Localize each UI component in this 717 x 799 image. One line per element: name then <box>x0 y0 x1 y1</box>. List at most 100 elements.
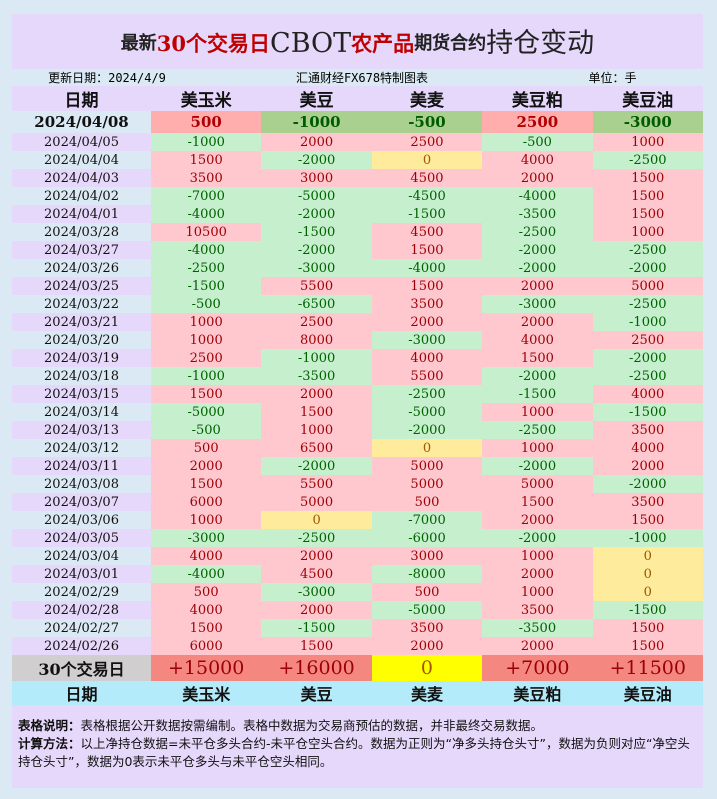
value-cell: 5000 <box>261 493 372 511</box>
value-cell: 0 <box>371 439 483 457</box>
value-cell: 5500 <box>371 367 483 385</box>
table-row: 2024/03/18 -1000 -3500 5500 -2000 -2500 <box>12 367 703 385</box>
date-cell: 2024/03/26 <box>12 259 151 277</box>
value-cell: -2000 <box>592 475 703 493</box>
value-cell: 6000 <box>151 493 262 511</box>
date-cell: 2024/03/22 <box>12 295 151 313</box>
value-cell: 2000 <box>261 547 372 565</box>
date-cell: 2024/02/26 <box>12 637 151 655</box>
source-label: 汇通财经FX678特制图表 <box>295 71 429 85</box>
value-cell: 3500 <box>592 493 703 511</box>
value-cell: 1500 <box>482 493 593 511</box>
column-header: 日期 <box>12 681 151 705</box>
value-cell: -1500 <box>151 277 262 295</box>
date-cell: 2024/04/03 <box>12 169 151 187</box>
date-cell: 2024/02/28 <box>12 601 151 619</box>
date-cell: 2024/03/25 <box>12 277 151 295</box>
title-part: 持仓变动 <box>486 28 595 59</box>
date-cell: 2024/03/05 <box>12 529 151 547</box>
value-cell: 2000 <box>261 385 372 403</box>
value-cell: -4000 <box>371 259 483 277</box>
value-cell: 1500 <box>261 403 372 421</box>
value-cell: 5000 <box>371 457 483 475</box>
value-cell: 6000 <box>151 637 262 655</box>
value-cell: -1500 <box>592 601 703 619</box>
value-cell: 2500 <box>151 349 262 367</box>
notes-section: 表格说明：表格根据公开数据按需编制。表格中数据为交易商预估的数据，并非最终交易数… <box>12 705 703 788</box>
summary-value: 0 <box>371 655 483 681</box>
value-cell: 2500 <box>261 313 372 331</box>
value-cell: -1000 <box>592 313 703 331</box>
value-cell: 1500 <box>151 385 262 403</box>
value-cell: -6500 <box>261 295 372 313</box>
value-cell: -5000 <box>261 187 372 205</box>
title-part: 最新 <box>120 33 157 54</box>
date-cell: 2024/03/04 <box>12 547 151 565</box>
value-cell: 1500 <box>592 205 703 223</box>
value-cell: -4500 <box>371 187 483 205</box>
value-cell: -3000 <box>151 529 262 547</box>
table-row: 2024/02/26 6000 1500 2000 2000 1500 <box>12 637 703 655</box>
value-cell: -5000 <box>151 403 262 421</box>
value-cell: -2000 <box>482 529 593 547</box>
table-row: 2024/03/20 1000 8000 -3000 4000 2500 <box>12 331 703 349</box>
date-cell: 2024/03/13 <box>12 421 151 439</box>
date-cell: 2024/03/28 <box>12 223 151 241</box>
summary-value: +16000 <box>261 655 372 681</box>
value-cell: -2000 <box>482 259 593 277</box>
value-cell: 1500 <box>592 637 703 655</box>
value-cell: 1500 <box>482 349 593 367</box>
value-cell: 2000 <box>371 313 483 331</box>
table-row: 2024/03/08 1500 5500 5000 5000 -2000 <box>12 475 703 493</box>
value-cell: 5500 <box>261 475 372 493</box>
value-cell: 1000 <box>592 223 703 241</box>
value-cell: 4000 <box>151 601 262 619</box>
note-table-description: 表格说明：表格根据公开数据按需编制。表格中数据为交易商预估的数据，并非最终交易数… <box>18 717 697 735</box>
value-cell: 0 <box>592 565 703 583</box>
date-cell: 2024/03/21 <box>12 313 151 331</box>
value-cell: 6500 <box>261 439 372 457</box>
value-cell: 1000 <box>482 439 593 457</box>
value-cell: 3500 <box>371 295 483 313</box>
table-row: 2024/04/01 -4000 -2000 -1500 -3500 1500 <box>12 205 703 223</box>
value-cell: 5000 <box>592 277 703 295</box>
value-cell: -7000 <box>371 511 483 529</box>
value-cell: 1000 <box>592 133 703 151</box>
date-cell: 2024/04/01 <box>12 205 151 223</box>
value-cell: 3500 <box>371 619 483 637</box>
value-cell: 3000 <box>371 547 483 565</box>
table-row: 2024/03/14 -5000 1500 -5000 1000 -1500 <box>12 403 703 421</box>
value-cell: 5000 <box>482 475 593 493</box>
value-cell: 1000 <box>482 403 593 421</box>
value-cell: 1500 <box>592 511 703 529</box>
value-cell: -6000 <box>371 529 483 547</box>
value-cell: 5000 <box>371 475 483 493</box>
value-cell: 8000 <box>261 331 372 349</box>
table-row: 2024/04/08 500 -1000 -500 2500 -3000 <box>12 111 703 133</box>
value-cell: 2000 <box>371 637 483 655</box>
value-cell: -2000 <box>371 421 483 439</box>
summary-value: +15000 <box>151 655 262 681</box>
value-cell: -3000 <box>261 259 372 277</box>
unit-label: 单位：手 <box>588 71 637 85</box>
value-cell: 1000 <box>261 421 372 439</box>
value-cell: -1500 <box>261 619 372 637</box>
value-cell: -8000 <box>371 565 483 583</box>
value-cell: 500 <box>371 583 483 601</box>
column-header: 美麦 <box>371 681 483 705</box>
value-cell: 1000 <box>151 331 262 349</box>
value-cell: 500 <box>151 439 262 457</box>
table-row: 2024/03/28 10500 -1500 4500 -2500 1000 <box>12 223 703 241</box>
summary-row: 30个交易日 +15000 +16000 0 +7000 +11500 <box>12 655 703 681</box>
summary-value: +11500 <box>592 655 703 681</box>
summary-value: +7000 <box>482 655 593 681</box>
value-cell: 1500 <box>151 475 262 493</box>
value-cell: 4000 <box>371 349 483 367</box>
value-cell: 2000 <box>592 457 703 475</box>
date-cell: 2024/04/02 <box>12 187 151 205</box>
value-cell: 2000 <box>482 637 593 655</box>
value-cell: 3500 <box>482 601 593 619</box>
note-text: 表格根据公开数据按需编制。表格中数据为交易商预估的数据，并非最终交易数据。 <box>80 718 544 733</box>
date-cell: 2024/03/18 <box>12 367 151 385</box>
value-cell: -1500 <box>371 205 483 223</box>
